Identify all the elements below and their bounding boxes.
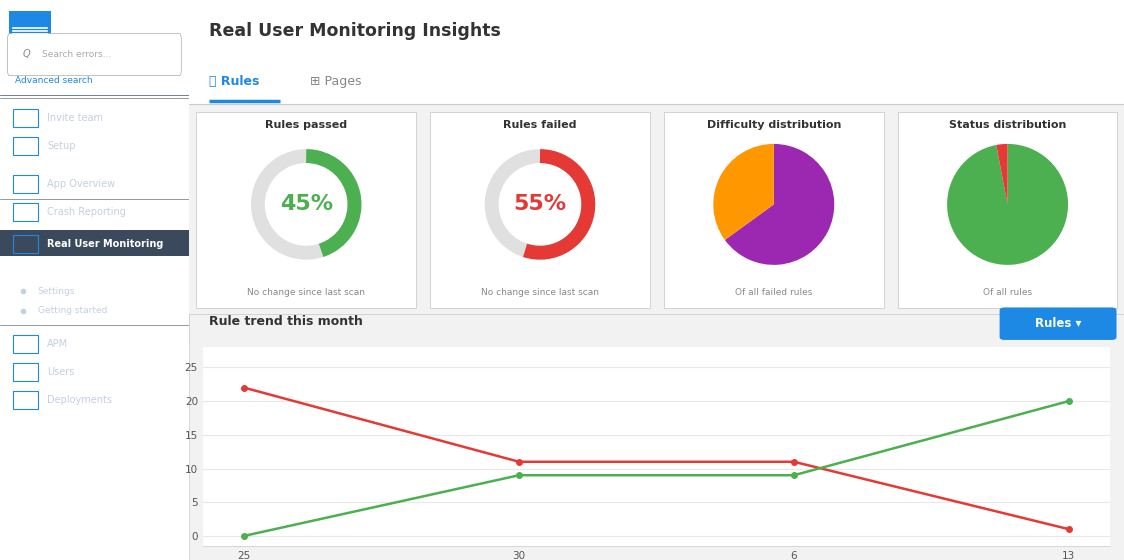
Text: Invite team: Invite team xyxy=(47,113,103,123)
Text: Crash Reporting: Crash Reporting xyxy=(47,207,126,217)
Text: Of all rules: Of all rules xyxy=(984,288,1032,297)
Text: App Overview: App Overview xyxy=(47,179,116,189)
Text: Settings: Settings xyxy=(38,287,75,296)
Text: Rules passed: Rules passed xyxy=(265,120,347,130)
Text: Advanced search: Advanced search xyxy=(15,76,93,85)
Text: Ⓡ Rules: Ⓡ Rules xyxy=(209,74,260,88)
Bar xyxy=(13,137,38,155)
Text: Rules failed: Rules failed xyxy=(504,120,577,130)
FancyBboxPatch shape xyxy=(999,307,1116,340)
Text: Setup: Setup xyxy=(47,141,75,151)
Bar xyxy=(13,109,38,127)
Text: 45%: 45% xyxy=(280,194,333,214)
Wedge shape xyxy=(714,144,773,240)
Bar xyxy=(13,391,38,409)
Bar xyxy=(664,112,883,308)
Wedge shape xyxy=(948,144,1068,265)
Text: Getting started: Getting started xyxy=(38,306,107,315)
Text: 55%: 55% xyxy=(514,194,566,214)
Text: Q: Q xyxy=(22,49,30,59)
Text: Of all failed rules: Of all failed rules xyxy=(735,288,813,297)
Bar xyxy=(0,230,189,256)
Text: No change since last scan: No change since last scan xyxy=(481,288,599,297)
Text: ⊞ Pages: ⊞ Pages xyxy=(310,74,362,88)
Text: Deployments: Deployments xyxy=(47,395,112,405)
Text: Rule trend this month: Rule trend this month xyxy=(209,315,363,328)
Bar xyxy=(898,112,1117,308)
Wedge shape xyxy=(725,144,834,265)
Text: APM: APM xyxy=(47,339,69,349)
Bar xyxy=(197,112,416,308)
Bar xyxy=(13,235,38,253)
Text: Search errors...: Search errors... xyxy=(42,50,111,59)
Text: Real User Monitoring Insights: Real User Monitoring Insights xyxy=(209,22,501,40)
Bar xyxy=(13,363,38,381)
Bar xyxy=(189,314,1124,344)
Text: Real User Monitoring: Real User Monitoring xyxy=(47,239,164,249)
Text: Rules ▾: Rules ▾ xyxy=(1035,317,1081,330)
Bar xyxy=(9,11,51,36)
Bar xyxy=(13,335,38,353)
Bar xyxy=(430,112,650,308)
Bar xyxy=(13,203,38,221)
Bar xyxy=(13,175,38,193)
Text: Users: Users xyxy=(47,367,74,377)
Bar xyxy=(189,104,1124,314)
Text: Difficulty distribution: Difficulty distribution xyxy=(707,120,841,130)
Text: Checkout Flow: Checkout Flow xyxy=(66,21,142,31)
Text: Status distribution: Status distribution xyxy=(949,120,1067,130)
Text: No change since last scan: No change since last scan xyxy=(247,288,365,297)
Text: Insights: Insights xyxy=(38,267,73,276)
FancyBboxPatch shape xyxy=(8,34,181,76)
Bar xyxy=(189,314,1124,560)
Wedge shape xyxy=(996,144,1007,204)
